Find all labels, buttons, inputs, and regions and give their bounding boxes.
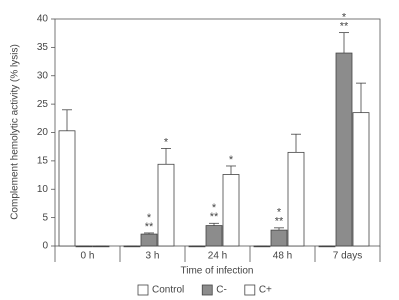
- x-tick-label: 3 h: [146, 251, 160, 262]
- y-tick-label: 40: [37, 14, 49, 25]
- bar: [287, 151, 305, 247]
- y-tick-label: 5: [42, 212, 48, 223]
- bar: [58, 130, 76, 247]
- bar: [205, 225, 223, 247]
- significance-mark: *: [277, 207, 282, 219]
- significance-mark: *: [164, 136, 169, 148]
- bar: [352, 112, 370, 247]
- y-tick-label: 10: [37, 184, 49, 195]
- bar: [222, 174, 240, 247]
- bar: [140, 233, 158, 247]
- legend-swatch: [244, 284, 256, 296]
- bar: [270, 229, 288, 247]
- x-tick-label: 24 h: [208, 251, 227, 262]
- significance-mark: **: [340, 21, 349, 33]
- legend-label: C+: [259, 285, 272, 296]
- x-tick-label: 48 h: [273, 251, 292, 262]
- significance-mark: *: [342, 12, 347, 24]
- x-tick-label: 7 days: [333, 251, 362, 262]
- significance-mark: **: [145, 221, 154, 233]
- significance-mark: **: [210, 211, 219, 223]
- y-tick-label: 20: [37, 127, 49, 138]
- significance-mark: *: [147, 212, 152, 224]
- legend-swatch: [201, 284, 213, 296]
- legend-label: C-: [216, 285, 227, 296]
- y-tick-label: 0: [42, 241, 48, 252]
- y-tick-label: 35: [37, 42, 49, 53]
- x-tick-label: 0 h: [81, 251, 95, 262]
- legend-label: Control: [152, 285, 184, 296]
- significance-mark: **: [275, 216, 284, 228]
- bar: [335, 52, 353, 247]
- x-axis-title: Time of infection: [181, 266, 254, 277]
- significance-mark: *: [229, 154, 234, 166]
- legend-swatch: [137, 284, 149, 296]
- y-axis-title: Complement hemolytic activity (% lysis): [10, 44, 21, 220]
- bar: [157, 163, 175, 247]
- y-tick-label: 15: [37, 156, 49, 167]
- significance-mark: *: [212, 202, 217, 214]
- y-tick-label: 25: [37, 99, 49, 110]
- y-tick-label: 30: [37, 70, 49, 81]
